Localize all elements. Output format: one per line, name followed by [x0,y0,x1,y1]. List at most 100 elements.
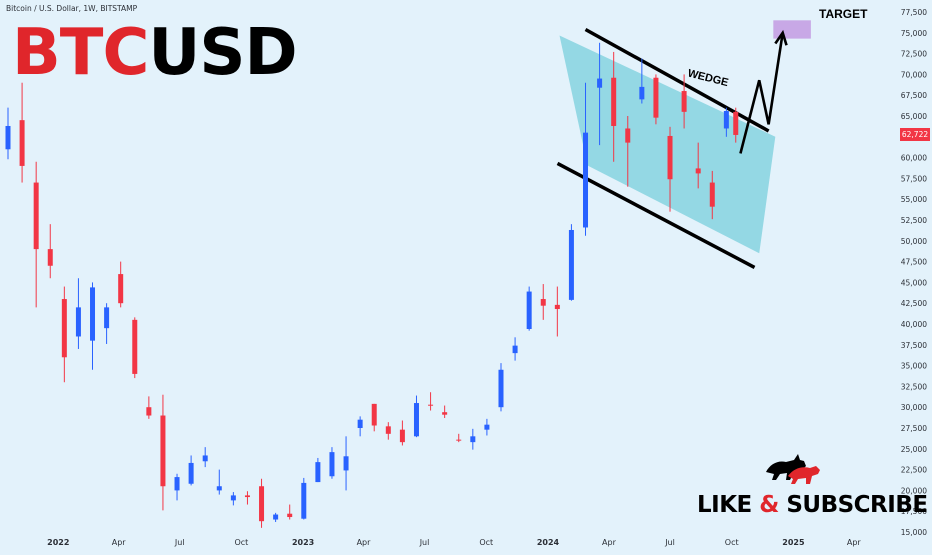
x-tick-label: 2022 [47,538,69,547]
bear-icon [788,466,820,484]
y-tick-label: 27,500 [901,424,927,433]
x-tick-label: 2024 [537,538,560,547]
candle-body [19,120,25,166]
candle-body [357,419,363,428]
candle-body [5,125,11,150]
y-tick-label: 15,000 [901,528,927,537]
time-axis[interactable]: 2022 Apr Jul Oct 2023 Apr Jul Oct 2024 Apr Jul Oct 2… [47,538,861,547]
candle-body [188,462,194,484]
x-tick-label: Jul [664,538,675,547]
y-tick-label: 20,000 [901,486,927,495]
y-tick-label: 50,000 [901,237,927,246]
annotations [739,20,811,154]
y-tick-label: 32,500 [901,382,927,391]
candle-body [244,495,250,498]
candle-body [230,495,236,501]
y-tick-label: 67,500 [901,91,927,100]
x-tick-label: Oct [479,538,493,547]
y-tick-label: 30,000 [901,403,927,412]
candle-body [273,514,279,520]
projection-arrowhead [774,29,788,46]
last-price-tag: 62,722 [900,128,930,142]
candle-body [526,291,532,329]
x-tick-label: Oct [234,538,248,547]
candle-body [371,403,377,426]
target-label: TARGET [819,7,868,21]
y-tick-label: 55,000 [901,195,927,204]
candle-body [90,287,96,341]
y-tick-label: 60,000 [901,154,927,163]
candle-body [413,403,419,437]
y-tick-label: 22,500 [901,466,927,475]
bull-icon [766,454,806,480]
x-tick-label: 2025 [782,538,805,547]
candle-body [498,369,504,408]
candle-body [75,307,81,337]
x-tick-label: 2023 [292,538,314,547]
candle-body [315,462,321,483]
candle-body [385,426,391,434]
candle-body [174,477,180,491]
y-tick-label: 70,000 [901,70,927,79]
cta-subscribe: SUBSCRIBE [778,492,928,518]
y-tick-label: 35,000 [901,362,927,371]
y-tick-label: 52,500 [901,216,927,225]
candle-body [343,456,349,471]
title-part-usd: USD [148,16,297,90]
candle-body [611,77,617,126]
candle-body [104,307,110,329]
y-tick-label: 45,000 [901,278,927,287]
y-tick-label: 25,000 [901,445,927,454]
wedge-lower-line [556,161,756,269]
candle-body [709,182,715,207]
price-axis[interactable]: 15,000 17,500 20,000 22,500 25,000 27,500 30,0… [901,8,927,537]
candle-body [554,304,560,310]
candle-body [653,77,659,118]
candle-body [287,513,293,518]
candle-body [61,299,67,358]
x-tick-label: Jul [174,538,185,547]
y-tick-label: 57,500 [901,174,927,183]
target-zone [773,20,811,39]
candle-body [329,452,335,477]
x-tick-label: Oct [725,538,739,547]
bull-bear-logo [766,454,820,484]
candle-body [681,91,687,112]
chart-title: BTCUSD [12,16,298,90]
symbol-header: Bitcoin / U.S. Dollar, 1W, BITSTAMP [6,4,138,13]
candle-body [667,135,673,180]
candle-body [540,299,546,306]
y-tick-label: 17,500 [901,507,927,516]
candle-body [597,78,603,88]
y-tick-label: 72,500 [901,50,927,59]
y-tick-label: 40,000 [901,320,927,329]
candle-body [639,86,645,100]
x-tick-label: Apr [602,538,617,547]
candle-body [625,128,631,143]
x-tick-label: Apr [847,538,862,547]
candle-body [399,429,405,443]
x-tick-label: Apr [357,538,372,547]
candle-body [146,407,152,416]
candle-body [583,132,589,228]
candle-body [202,455,208,462]
y-tick-label: 42,500 [901,299,927,308]
candle-body [47,249,53,266]
candle-body [470,436,476,443]
candle-body [428,404,434,406]
cta-like: LIKE [697,492,760,518]
y-tick-label: 75,000 [901,29,927,38]
candles [5,42,739,528]
projection-path [739,32,784,154]
y-tick-label: 37,500 [901,341,927,350]
title-part-btc: BTC [12,16,149,90]
candle-body [733,111,739,135]
cta-amp: & [759,492,779,518]
like-subscribe-cta: LIKE & SUBSCRIBE [697,492,928,518]
candle-body [442,412,448,415]
candle-body [512,345,518,354]
y-tick-label: 77,500 [901,8,927,17]
candle-body [568,229,574,300]
